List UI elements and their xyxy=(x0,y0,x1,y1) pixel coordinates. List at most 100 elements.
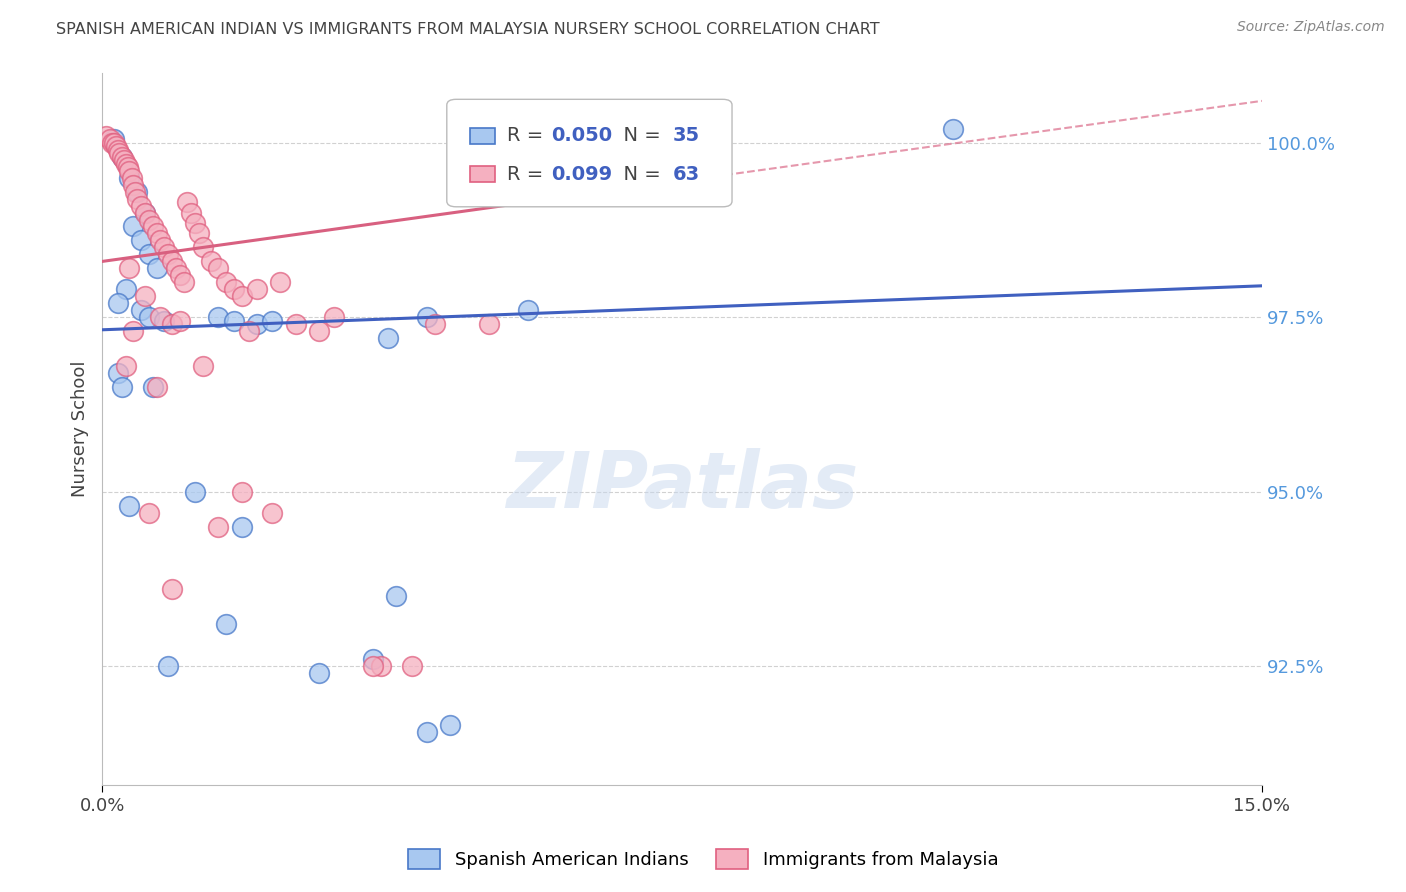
Point xyxy=(122,324,145,338)
Point xyxy=(180,205,202,219)
Point xyxy=(134,205,156,219)
Point xyxy=(129,303,152,318)
Point xyxy=(231,289,253,303)
Text: SPANISH AMERICAN INDIAN VS IMMIGRANTS FROM MALAYSIA NURSERY SCHOOL CORRELATION C: SPANISH AMERICAN INDIAN VS IMMIGRANTS FR… xyxy=(56,22,880,37)
Text: ZIPatlas: ZIPatlas xyxy=(506,448,858,524)
Point xyxy=(149,234,172,248)
Text: 35: 35 xyxy=(673,127,700,145)
Point xyxy=(153,314,176,328)
Point xyxy=(107,296,129,310)
Point xyxy=(207,261,229,276)
Point xyxy=(191,359,214,373)
Point xyxy=(361,659,384,673)
Point xyxy=(114,282,136,296)
Point xyxy=(138,247,160,261)
FancyBboxPatch shape xyxy=(470,128,495,144)
Point xyxy=(478,317,501,331)
Point xyxy=(96,128,118,143)
Point xyxy=(114,359,136,373)
Point xyxy=(169,314,191,328)
Point xyxy=(401,659,423,673)
Point xyxy=(108,146,131,161)
Point xyxy=(516,303,538,318)
Point xyxy=(145,227,167,241)
Point xyxy=(129,198,152,212)
Point xyxy=(142,380,165,394)
Point xyxy=(188,227,211,241)
Point xyxy=(111,380,134,394)
Text: R =: R = xyxy=(508,165,550,184)
Point xyxy=(262,506,284,520)
Point xyxy=(111,150,134,164)
Point xyxy=(134,289,156,303)
Point xyxy=(370,659,392,673)
Point xyxy=(138,506,160,520)
Point xyxy=(222,282,245,296)
Point xyxy=(122,219,145,234)
Point xyxy=(160,254,183,268)
Point xyxy=(207,310,229,325)
Point xyxy=(184,484,207,499)
Point xyxy=(100,136,122,150)
Point xyxy=(385,590,408,604)
Point xyxy=(138,212,160,227)
Point xyxy=(323,310,346,325)
Point xyxy=(416,310,439,325)
Point xyxy=(114,157,136,171)
Point xyxy=(107,366,129,380)
Point xyxy=(129,234,152,248)
Point xyxy=(207,519,229,533)
Point xyxy=(124,185,146,199)
Point xyxy=(98,132,121,146)
Y-axis label: Nursery School: Nursery School xyxy=(72,360,89,497)
Point xyxy=(105,139,128,153)
Point xyxy=(284,317,307,331)
Point xyxy=(246,282,269,296)
FancyBboxPatch shape xyxy=(447,99,733,207)
Point xyxy=(134,205,156,219)
Point xyxy=(118,170,141,185)
Point xyxy=(153,240,176,254)
Point xyxy=(160,317,183,331)
Point xyxy=(103,136,125,150)
Text: R =: R = xyxy=(508,127,550,145)
Point xyxy=(184,216,207,230)
Text: 0.099: 0.099 xyxy=(551,165,612,184)
Point xyxy=(231,484,253,499)
Point xyxy=(138,310,160,325)
Text: 0.050: 0.050 xyxy=(551,127,612,145)
Point xyxy=(121,170,143,185)
Point xyxy=(157,659,180,673)
Point xyxy=(200,254,222,268)
Point xyxy=(361,652,384,666)
Point xyxy=(127,185,149,199)
Text: 63: 63 xyxy=(673,165,700,184)
Point xyxy=(149,310,172,325)
Point xyxy=(176,195,198,210)
Point xyxy=(215,276,238,290)
Point xyxy=(222,314,245,328)
Point xyxy=(127,192,149,206)
Text: N =: N = xyxy=(612,127,668,145)
Point xyxy=(377,331,399,345)
Point xyxy=(122,178,145,192)
Point xyxy=(111,150,134,164)
FancyBboxPatch shape xyxy=(470,167,495,182)
Point xyxy=(173,276,195,290)
Point xyxy=(238,324,260,338)
Point xyxy=(157,247,180,261)
Point xyxy=(439,718,461,732)
Point xyxy=(215,617,238,632)
Point xyxy=(145,261,167,276)
Point xyxy=(423,317,446,331)
Point xyxy=(308,666,330,681)
Point xyxy=(246,317,269,331)
Point xyxy=(165,261,187,276)
Point xyxy=(231,519,253,533)
Point xyxy=(103,132,125,146)
Point xyxy=(169,268,191,283)
Point xyxy=(112,153,135,168)
Point xyxy=(416,725,439,739)
Text: Source: ZipAtlas.com: Source: ZipAtlas.com xyxy=(1237,20,1385,34)
Text: N =: N = xyxy=(612,165,668,184)
